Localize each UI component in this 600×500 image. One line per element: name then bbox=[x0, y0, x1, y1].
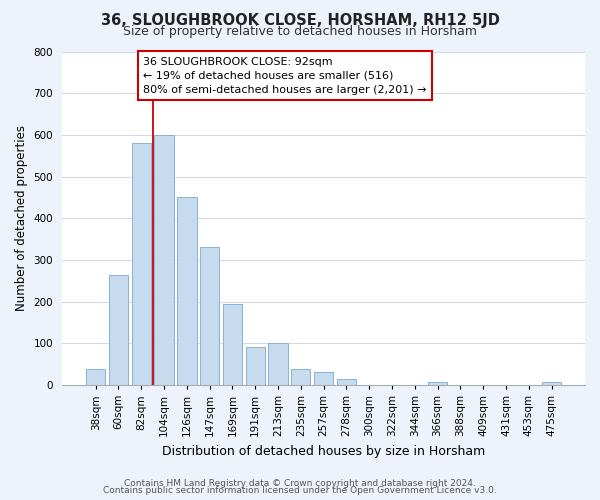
Bar bbox=[337, 379, 356, 385]
Bar bbox=[86, 369, 106, 385]
Bar bbox=[245, 348, 265, 385]
Text: Contains HM Land Registry data © Crown copyright and database right 2024.: Contains HM Land Registry data © Crown c… bbox=[124, 478, 476, 488]
Text: 36 SLOUGHBROOK CLOSE: 92sqm
← 19% of detached houses are smaller (516)
80% of se: 36 SLOUGHBROOK CLOSE: 92sqm ← 19% of det… bbox=[143, 56, 427, 94]
Bar bbox=[428, 382, 447, 385]
X-axis label: Distribution of detached houses by size in Horsham: Distribution of detached houses by size … bbox=[162, 444, 485, 458]
Text: Size of property relative to detached houses in Horsham: Size of property relative to detached ho… bbox=[123, 25, 477, 38]
Bar bbox=[177, 198, 197, 385]
Bar bbox=[542, 382, 561, 385]
Bar bbox=[109, 274, 128, 385]
Bar bbox=[223, 304, 242, 385]
Bar bbox=[291, 369, 310, 385]
Text: 36, SLOUGHBROOK CLOSE, HORSHAM, RH12 5JD: 36, SLOUGHBROOK CLOSE, HORSHAM, RH12 5JD bbox=[101, 12, 499, 28]
Bar bbox=[314, 372, 333, 385]
Y-axis label: Number of detached properties: Number of detached properties bbox=[15, 126, 28, 312]
Bar bbox=[131, 143, 151, 385]
Bar bbox=[154, 135, 174, 385]
Text: Contains public sector information licensed under the Open Government Licence v3: Contains public sector information licen… bbox=[103, 486, 497, 495]
Bar bbox=[200, 248, 220, 385]
Bar bbox=[268, 344, 288, 385]
